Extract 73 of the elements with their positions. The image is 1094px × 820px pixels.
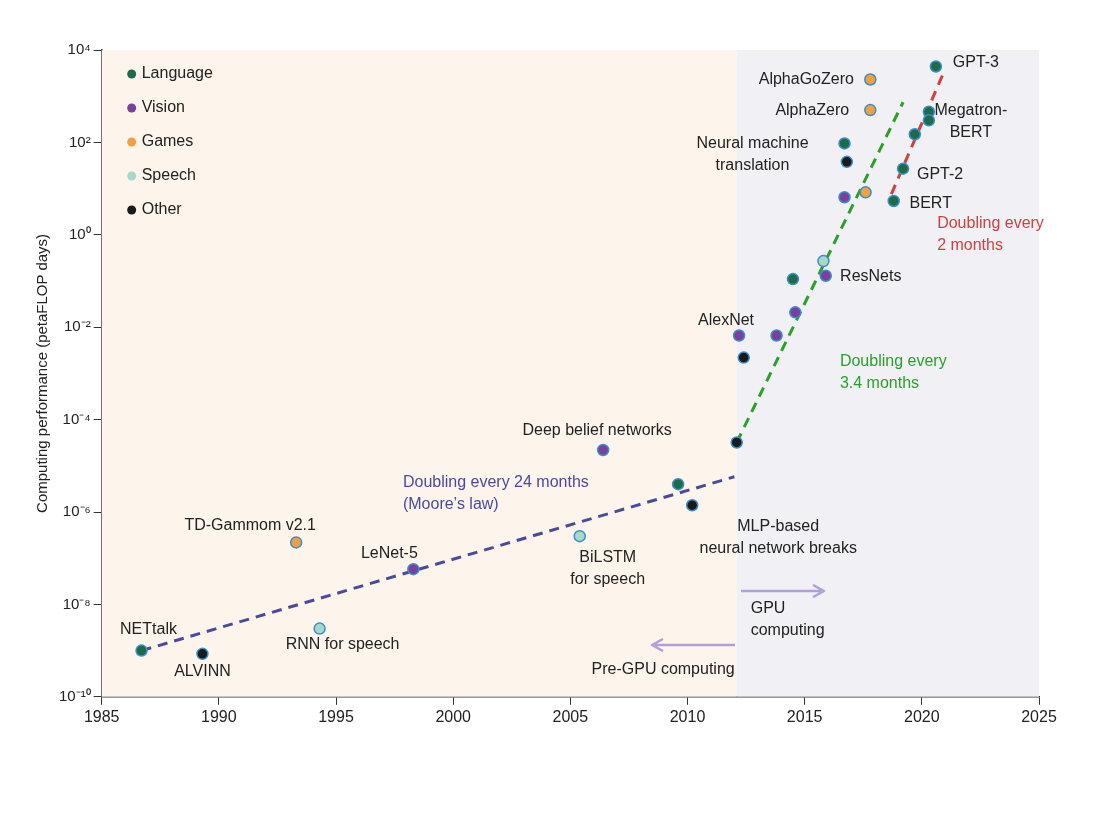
y-tick-label: 10⁰	[68, 224, 91, 242]
point	[887, 194, 900, 208]
legend-label: Vision	[141, 98, 185, 116]
point	[770, 329, 783, 342]
y-tick-label: 10²	[68, 132, 91, 150]
point	[407, 562, 420, 576]
x-tick-label: 1995	[318, 707, 354, 725]
x-tick-label: 2020	[904, 707, 940, 725]
annotation: Megatron- BERT	[934, 101, 1008, 141]
point	[864, 73, 877, 86]
point	[838, 190, 851, 204]
y-tick-label: 10⁻⁸	[62, 594, 91, 612]
y-tick-label: 10⁻²	[63, 317, 91, 335]
x-tick-label: 1985	[83, 707, 120, 725]
annotation: ALVINN	[174, 662, 231, 680]
point	[313, 622, 326, 635]
point	[896, 162, 910, 175]
annotation: Deep belief networks	[522, 421, 672, 439]
annotation: GPT-2	[916, 165, 964, 183]
x-tick-label: 2005	[552, 707, 589, 725]
annotation: BiLSTM for speech	[570, 547, 646, 587]
point	[135, 644, 148, 657]
text: Doubling every 3.4 months	[839, 351, 947, 391]
x-tick-label: 2010	[669, 707, 706, 725]
series-label: Doubling every 24 months (Moore’s law)	[402, 473, 589, 513]
point	[838, 137, 851, 150]
legend-label: Games	[141, 132, 194, 150]
legend-label: Language	[141, 64, 213, 82]
legend-label: Speech	[141, 166, 196, 184]
point	[730, 436, 743, 449]
y-tick-label: 10⁻⁶	[62, 502, 91, 520]
annotation: BERT	[909, 194, 953, 212]
point	[596, 443, 610, 457]
point	[289, 536, 303, 549]
annotation: ResNets	[840, 267, 902, 285]
y-axis-title: Computing performance (petaFLOP days)	[33, 233, 51, 513]
point	[685, 499, 699, 512]
y-tick-label: 10⁻¹⁰	[58, 686, 91, 704]
point	[737, 351, 750, 364]
point	[859, 186, 872, 199]
x-tick-label: 1990	[201, 707, 237, 725]
point	[922, 114, 936, 127]
point	[732, 329, 746, 342]
annotation: AlexNet	[698, 310, 755, 328]
point	[573, 529, 586, 543]
annotation: RNN for speech	[285, 634, 400, 652]
annotation: NETtalk	[120, 620, 178, 638]
annotation: GPT-3	[952, 52, 1000, 70]
band-label: GPU computing	[750, 599, 825, 639]
point	[671, 477, 685, 491]
x-tick-label: 2000	[435, 707, 472, 725]
point	[908, 128, 922, 141]
annotation: Neural machine translation	[696, 133, 809, 173]
point	[929, 60, 943, 73]
legend-label: Other	[141, 200, 183, 218]
point	[817, 254, 830, 268]
annotation: LeNet-5	[360, 543, 418, 561]
point	[840, 155, 854, 169]
band-label: Pre-GPU computing	[591, 660, 735, 678]
annotation: TD-Gammom v2.1	[184, 515, 317, 533]
y-tick-label: 10⁻⁴	[62, 409, 91, 427]
point	[789, 306, 802, 319]
annotation: AlphaGoZero	[758, 69, 854, 87]
point	[786, 272, 800, 286]
x-tick-label: 2015	[786, 707, 823, 725]
point	[196, 647, 209, 661]
y-tick-label: 10⁴	[67, 40, 91, 58]
point	[864, 103, 877, 117]
annotation: AlphaZero	[775, 100, 850, 118]
x-tick-label: 2025	[1021, 707, 1057, 725]
annotation: MLP-based neural network breaks	[699, 516, 857, 556]
point	[819, 269, 833, 282]
text: Doubling every 2 months	[937, 213, 1044, 253]
